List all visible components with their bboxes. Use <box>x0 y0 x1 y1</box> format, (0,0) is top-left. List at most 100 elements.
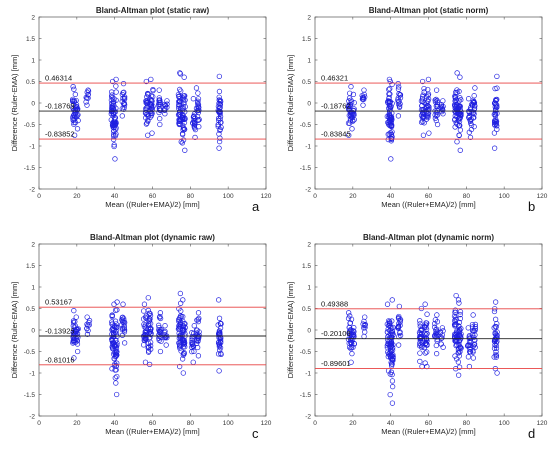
data-point <box>119 321 125 328</box>
data-point <box>114 373 120 380</box>
y-tick-label: 0.5 <box>302 306 311 313</box>
data-point <box>193 327 200 333</box>
data-point <box>196 107 202 114</box>
data-point <box>177 290 184 297</box>
data-point <box>182 147 188 153</box>
y-tick-label: -0.5 <box>24 122 36 129</box>
data-point <box>456 341 462 348</box>
data-point <box>113 343 119 350</box>
data-point <box>472 85 478 91</box>
data-point <box>113 83 119 89</box>
y-tick-label: 1.5 <box>26 263 35 270</box>
data-point <box>417 318 423 324</box>
data-point <box>113 131 119 137</box>
data-point <box>192 119 198 126</box>
data-point <box>156 337 162 343</box>
data-point <box>191 348 197 355</box>
data-point <box>179 112 186 118</box>
data-point <box>384 301 391 307</box>
data-point <box>148 97 155 103</box>
data-point <box>467 134 474 141</box>
data-point <box>396 84 402 90</box>
data-point <box>157 115 163 122</box>
data-point <box>195 109 202 116</box>
data-point <box>179 327 185 333</box>
data-point <box>180 104 186 111</box>
data-point <box>140 316 147 322</box>
data-point <box>145 295 151 301</box>
y-tick-label: 2 <box>31 14 35 21</box>
y-tick-label: 0 <box>31 327 35 334</box>
data-point <box>119 332 126 338</box>
data-point <box>471 334 477 341</box>
data-point <box>71 308 77 314</box>
data-point <box>218 321 224 327</box>
data-point <box>348 84 354 90</box>
data-point <box>494 104 500 110</box>
y-tick-label: 1 <box>307 57 311 64</box>
upper-loa-label: 0.46314 <box>45 74 72 83</box>
data-point <box>348 316 355 322</box>
x-tick-label: 20 <box>73 193 81 200</box>
y-tick-label: -2 <box>29 186 35 193</box>
data-point <box>196 332 202 338</box>
data-point <box>434 328 440 335</box>
data-point <box>456 353 462 359</box>
data-point <box>120 319 126 325</box>
data-point <box>425 76 432 82</box>
data-point <box>395 324 401 330</box>
data-point <box>454 356 460 362</box>
y-tick-label: -0.5 <box>300 122 312 129</box>
data-point <box>73 314 79 320</box>
data-point <box>389 353 395 359</box>
data-point <box>216 368 222 374</box>
data-point <box>389 334 395 340</box>
data-point <box>121 315 127 322</box>
data-point <box>72 91 78 98</box>
x-tick-label: 120 <box>261 420 272 427</box>
data-point <box>419 78 426 85</box>
data-point <box>147 310 153 317</box>
data-point <box>74 107 80 113</box>
data-point <box>493 349 499 355</box>
data-point <box>388 131 395 137</box>
data-point <box>156 87 162 93</box>
y-tick-label: 1 <box>31 284 35 291</box>
y-tick-label: -1.5 <box>24 165 36 172</box>
data-point <box>109 319 115 325</box>
x-tick-label: 60 <box>149 420 157 427</box>
y-tick-label: 0 <box>307 100 311 107</box>
data-point <box>70 318 77 324</box>
data-point <box>113 89 119 95</box>
data-point <box>434 109 440 115</box>
data-point <box>395 99 401 105</box>
data-point <box>439 332 445 338</box>
data-point <box>147 114 153 121</box>
data-point <box>471 328 477 334</box>
data-point <box>422 350 428 356</box>
data-point <box>145 345 151 351</box>
data-point <box>456 300 462 306</box>
data-point <box>113 321 119 327</box>
data-point <box>395 323 402 330</box>
data-point <box>217 126 223 132</box>
data-point <box>494 126 500 133</box>
plot-title: Bland-Altman plot (static raw) <box>96 6 210 15</box>
data-point <box>494 321 500 327</box>
data-point <box>111 143 117 150</box>
data-point <box>456 98 462 104</box>
y-tick-label: 1 <box>31 57 35 64</box>
data-point <box>471 115 477 121</box>
data-point <box>457 311 463 318</box>
data-point <box>195 103 201 110</box>
y-tick-label: -1.5 <box>24 392 36 399</box>
data-point <box>418 335 424 341</box>
data-point <box>143 121 150 127</box>
data-point <box>417 350 423 356</box>
data-point <box>216 315 223 321</box>
data-point <box>457 315 464 322</box>
data-point <box>389 318 395 324</box>
data-point <box>216 88 223 95</box>
data-point <box>434 336 440 343</box>
data-point <box>142 330 148 336</box>
